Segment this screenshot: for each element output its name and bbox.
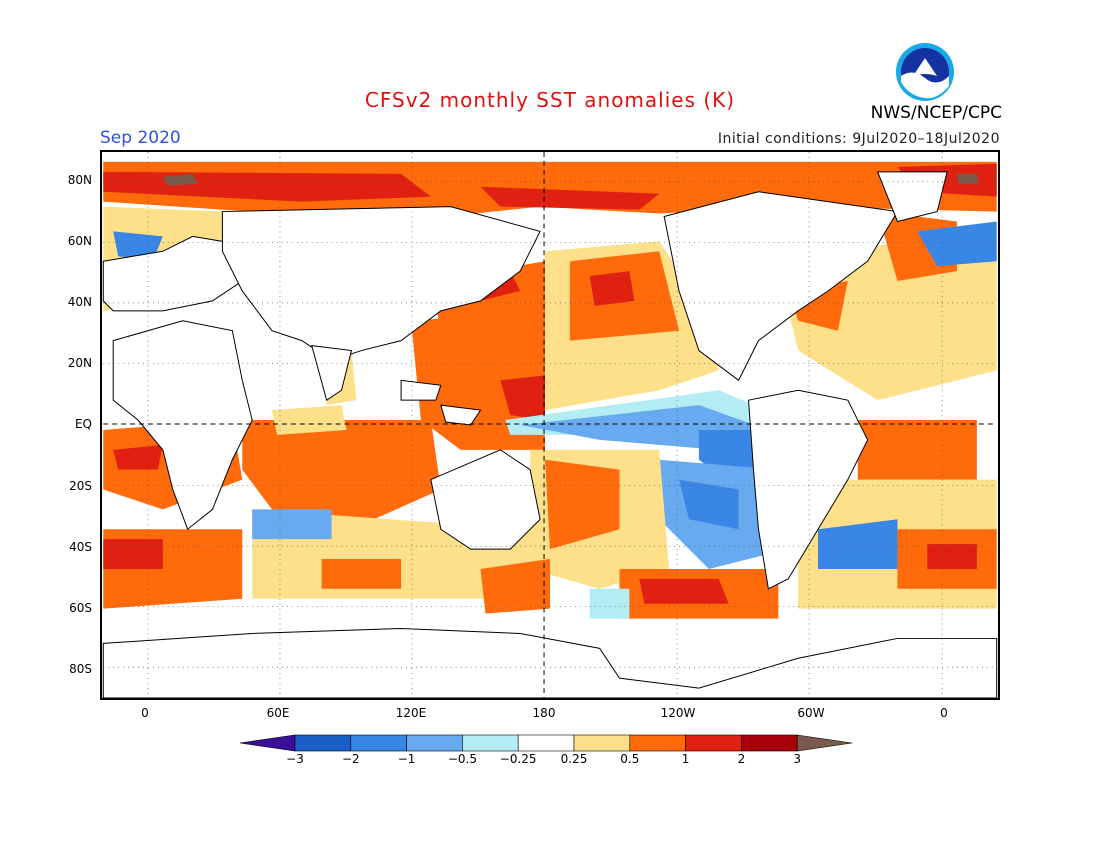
latitude-label: 60S	[69, 601, 92, 615]
latitude-label: 20S	[69, 479, 92, 493]
colorbar-segment	[685, 734, 742, 752]
latitude-label: 80N	[67, 173, 92, 187]
equator-dateline	[103, 152, 997, 698]
initial-conditions-label: Initial conditions: 9Jul2020–18Jul2020	[717, 131, 1000, 147]
continents	[102, 171, 998, 698]
latitude-label: 80S	[69, 662, 92, 676]
latitude-label: 40S	[69, 540, 92, 554]
longitude-label: 0	[141, 706, 149, 720]
agency-label: NWS/NCEP/CPC	[870, 103, 1002, 123]
longitude-label: 60E	[266, 706, 290, 720]
colorbar-tick: −0.5	[447, 752, 477, 766]
colorbar-tick: −3	[286, 752, 304, 766]
colorbar-segment	[406, 734, 463, 752]
latitude-label: 40N	[67, 295, 92, 309]
chart-title: CFSv2 monthly SST anomalies (K)	[364, 88, 736, 112]
colorbar-tick: 2	[737, 752, 746, 766]
sst-anomaly-map	[100, 150, 1000, 700]
noaa-logo-icon	[896, 43, 954, 101]
valid-month-label: Sep 2020	[100, 128, 181, 148]
longitude-label: 120E	[395, 706, 427, 720]
colorbar-segment	[294, 734, 352, 752]
colorbar-segment	[741, 734, 798, 752]
latitude-label: 60N	[67, 234, 92, 248]
longitude-label: 180	[532, 706, 556, 720]
longitude-label: 0	[940, 706, 948, 720]
colorbar-tick: 1	[681, 752, 690, 766]
colorbar-segment	[629, 734, 686, 752]
colorbar-segment	[462, 734, 519, 752]
colorbar-tick: −0.25	[499, 752, 537, 766]
latitude-label: EQ	[74, 417, 92, 431]
colorbar-segment	[796, 734, 853, 752]
colorbar-segment	[573, 734, 631, 752]
latitude-label: 20N	[67, 356, 92, 370]
longitude-label: 120W	[660, 706, 696, 720]
colorbar-tick: −2	[341, 752, 360, 766]
colorbar-tick: 0.5	[620, 752, 640, 766]
colorbar-segment	[350, 734, 407, 752]
colorbar-tick: 3	[793, 752, 801, 766]
longitude-label: 60W	[797, 706, 825, 720]
colorbar-segment	[517, 734, 575, 752]
colorbar-tick: 0.25	[560, 752, 588, 766]
colorbar-segment	[240, 734, 296, 752]
map-canvas	[102, 152, 998, 698]
map-grid	[103, 152, 997, 698]
colorbar	[240, 734, 853, 752]
colorbar-tick: −1	[397, 752, 416, 766]
